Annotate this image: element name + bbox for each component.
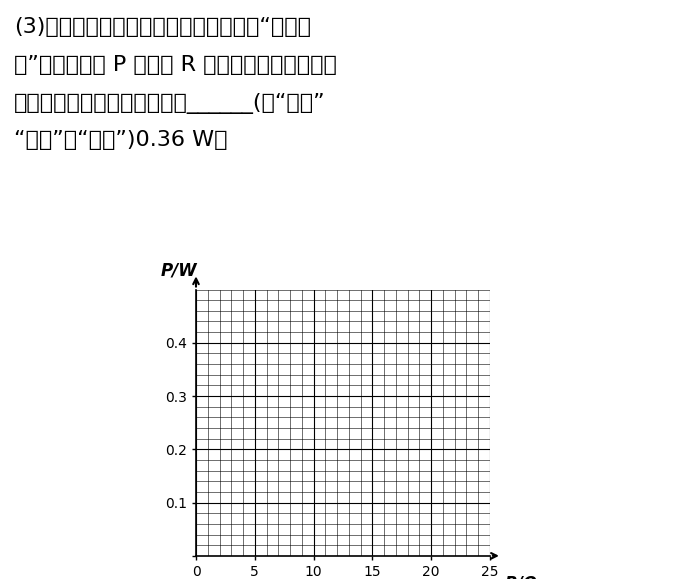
Text: P/W: P/W: [161, 262, 197, 280]
Text: R/Ω: R/Ω: [505, 574, 538, 579]
Text: 源”的输出功率 P 随电阵 R 变化的关系曲线，从图: 源”的输出功率 P 随电阵 R 变化的关系曲线，从图: [14, 55, 337, 75]
Text: “等于”或“小于”)0.36 W。: “等于”或“小于”)0.36 W。: [14, 130, 228, 151]
Text: 中可得出，输出功率的最大値______(填“大于”: 中可得出，输出功率的最大値______(填“大于”: [14, 93, 326, 113]
Text: (3)请根据上表数据进一步在图丙中绘出“等效电: (3)请根据上表数据进一步在图丙中绘出“等效电: [14, 17, 311, 38]
